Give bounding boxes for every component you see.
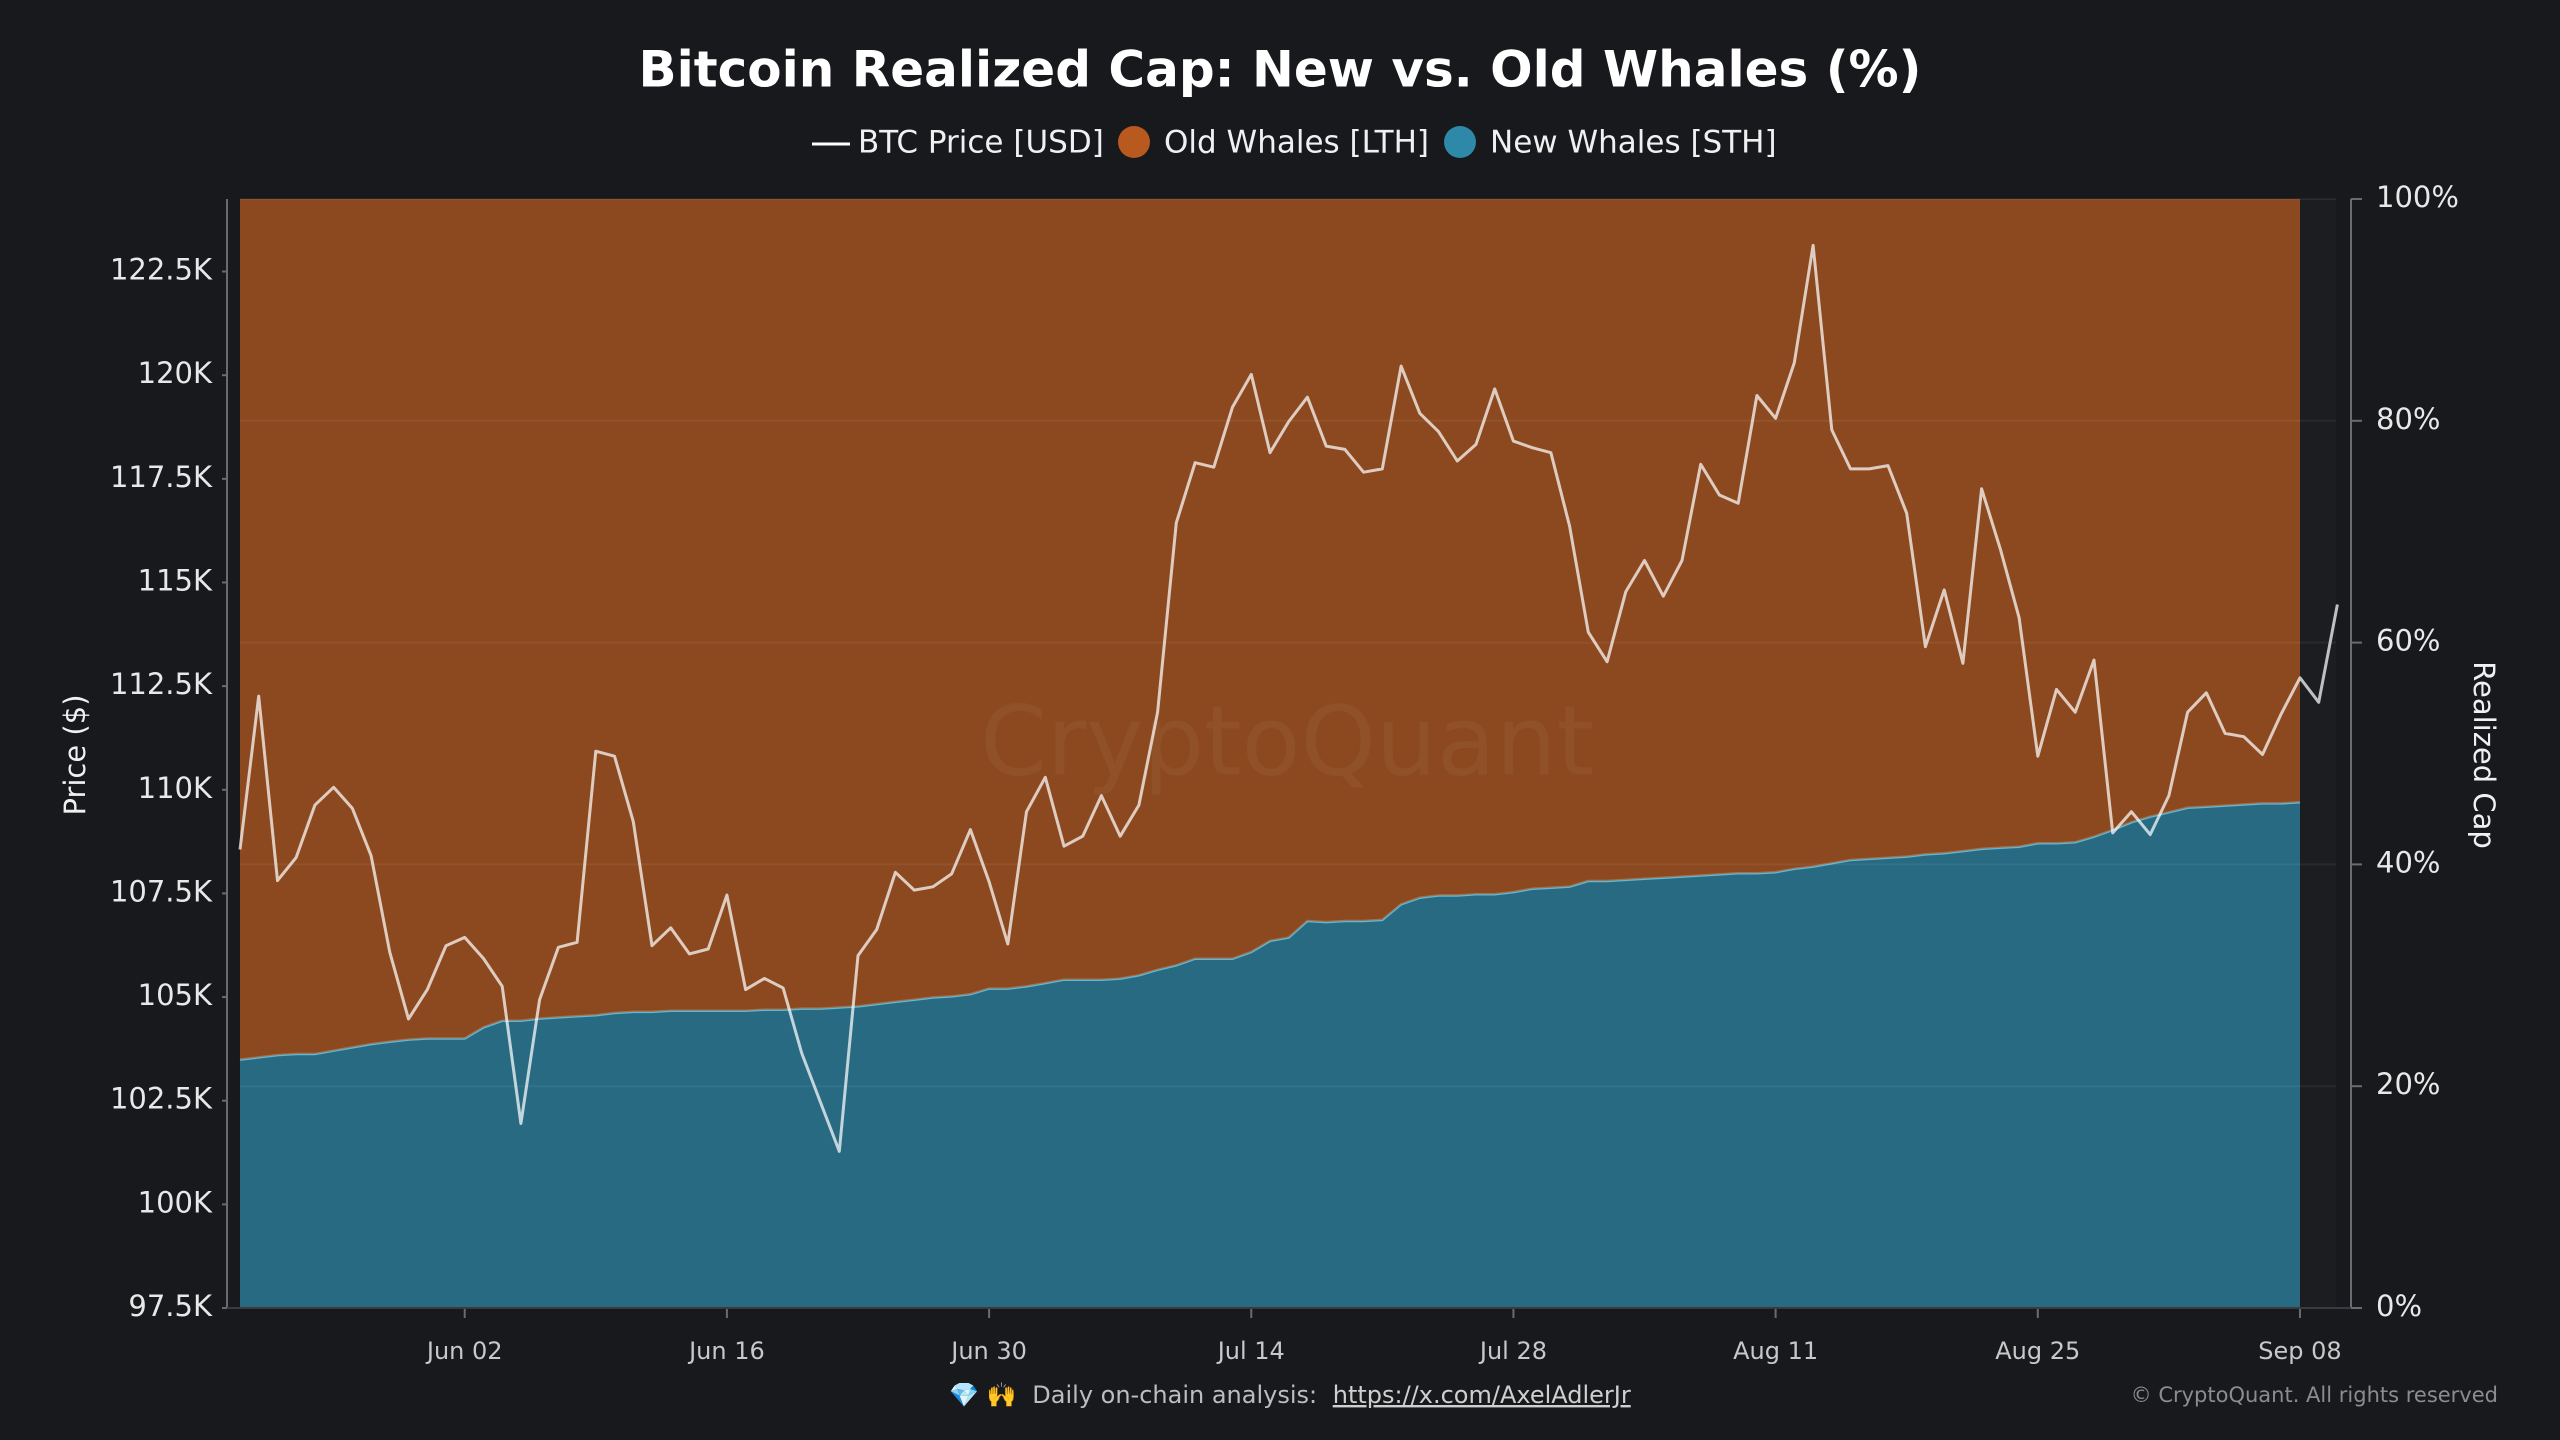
y2-tick-label: 20% bbox=[2376, 1067, 2440, 1101]
legend-label: New Whales [STH] bbox=[1490, 125, 1777, 161]
x-tick-label: Sep 08 bbox=[2258, 1337, 2341, 1365]
x-tick-label: Aug 11 bbox=[1733, 1337, 1818, 1365]
y2-tick-label: 0% bbox=[2376, 1289, 2422, 1323]
area bbox=[240, 802, 2300, 1308]
x-tick-label: Jul 14 bbox=[1216, 1337, 1285, 1365]
y-tick-label: 107.5K bbox=[110, 874, 213, 908]
footer-text: Daily on-chain analysis: bbox=[1032, 1381, 1317, 1409]
footer-link[interactable]: https://x.com/AxelAdlerJr bbox=[1333, 1381, 1631, 1409]
legend-marker bbox=[1444, 126, 1476, 158]
y-axis-title: Price ($) bbox=[58, 694, 92, 815]
y-tick-label: 115K bbox=[138, 563, 213, 597]
legend: BTC Price [USD] Old Whales [LTH] New Whale… bbox=[812, 125, 1777, 161]
y-tick-label: 122.5K bbox=[110, 253, 213, 287]
x-tick-label: Jun 16 bbox=[687, 1337, 765, 1365]
y-tick-label: 120K bbox=[138, 356, 213, 390]
y-tick-label: 97.5K bbox=[128, 1289, 213, 1323]
footer-icons: 💎 🙌 bbox=[949, 1381, 1016, 1409]
watermark: CryptoQuant bbox=[980, 685, 1594, 797]
y-tick-label: 105K bbox=[138, 978, 213, 1012]
y2-tick-label: 80% bbox=[2376, 402, 2440, 436]
y-tick-label: 117.5K bbox=[110, 460, 213, 494]
x-tick-label: Jul 28 bbox=[1478, 1337, 1547, 1365]
y2-tick-label: 100% bbox=[2376, 180, 2459, 214]
y-tick-label: 110K bbox=[138, 771, 213, 805]
footer: 💎 🙌 Daily on-chain analysis: https://x.c… bbox=[949, 1381, 1631, 1409]
legend-marker bbox=[1118, 126, 1150, 158]
y2-tick-label: 60% bbox=[2376, 624, 2440, 658]
price-line bbox=[238, 243, 2339, 1153]
x-tick-label: Jun 30 bbox=[949, 1337, 1027, 1365]
legend-label: BTC Price [USD] bbox=[858, 125, 1104, 161]
y2-tick-label: 40% bbox=[2376, 845, 2440, 879]
area-layer bbox=[239, 199, 2301, 1308]
chart-title: Bitcoin Realized Cap: New vs. Old Whales… bbox=[638, 41, 1921, 99]
copyright: © CryptoQuant. All rights reserved bbox=[2131, 1383, 2498, 1407]
axis-layer: 97.5K 100K 102.5K 105K 107.5K 110K 112.5K 115K 1… bbox=[110, 180, 2459, 1365]
legend-label: Old Whales [LTH] bbox=[1164, 125, 1429, 161]
line-layer bbox=[238, 243, 2339, 1153]
x-tick-label: Jun 02 bbox=[425, 1337, 503, 1365]
x-tick-label: Aug 25 bbox=[1995, 1337, 2080, 1365]
y-tick-label: 100K bbox=[138, 1185, 213, 1219]
area bbox=[240, 199, 2300, 1060]
y-tick-label: 102.5K bbox=[110, 1082, 213, 1116]
y-tick-label: 112.5K bbox=[110, 667, 213, 701]
y2-axis-title: Realized Cap bbox=[2467, 661, 2501, 849]
